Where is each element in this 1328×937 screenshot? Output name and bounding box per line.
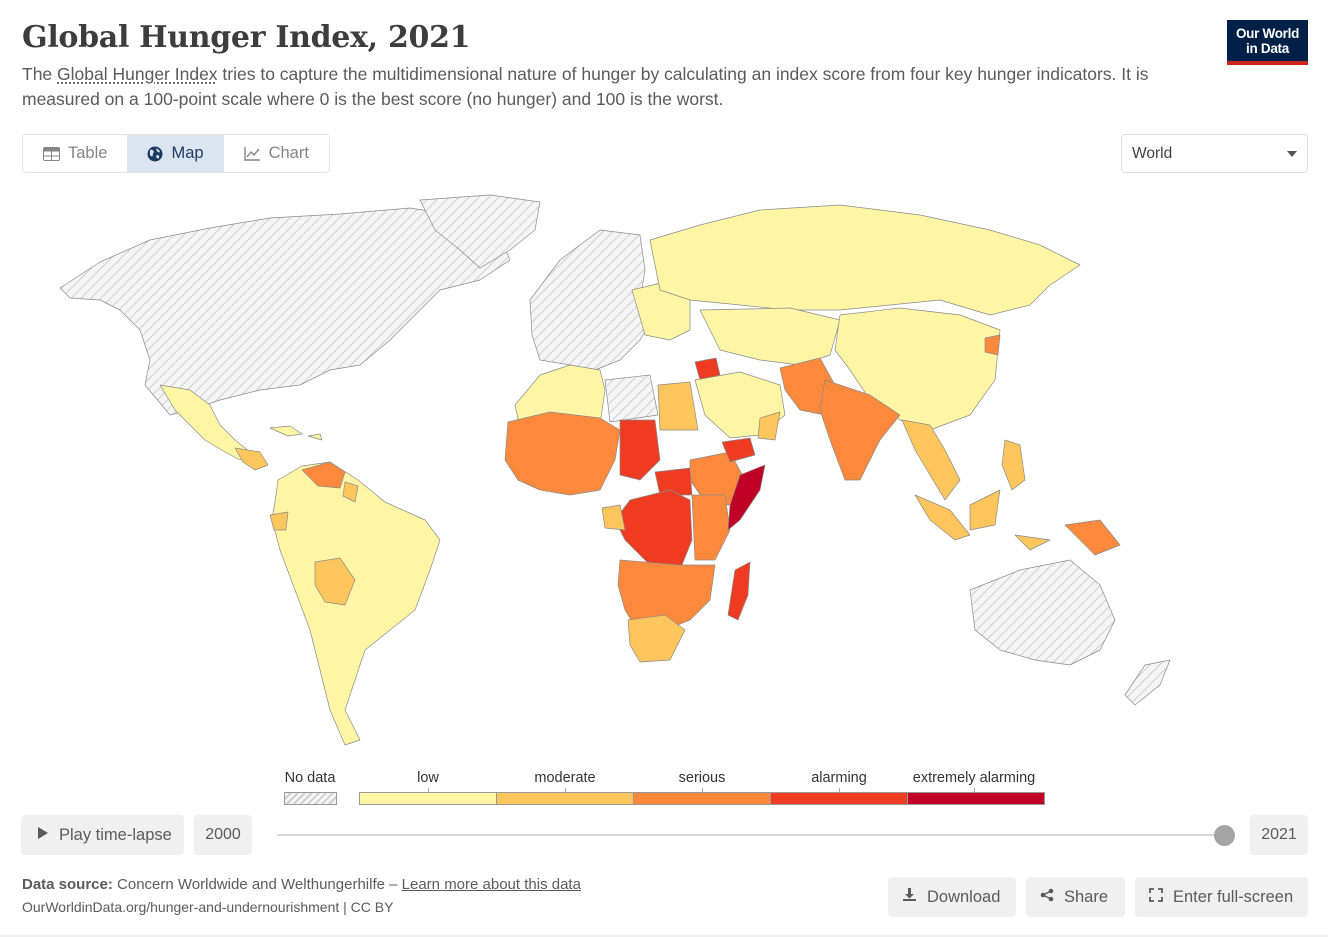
legend-swatch-alarming xyxy=(770,792,908,805)
share-icon xyxy=(1040,888,1054,907)
region-greenland[interactable] xyxy=(419,194,541,269)
region-central-asia[interactable] xyxy=(699,307,841,366)
page-title: Global Hunger Index, 2021 xyxy=(22,20,471,55)
region-indonesia[interactable] xyxy=(914,489,1051,551)
legend-label-serious: serious xyxy=(678,770,726,786)
subtitle-text-post: tries to capture the multidimensional na… xyxy=(22,64,1149,109)
region-south-sudan[interactable] xyxy=(654,467,693,496)
region-philippines[interactable] xyxy=(1001,439,1026,491)
legend-label-low: low xyxy=(417,770,439,786)
view-tabs: Table Map Chart xyxy=(22,134,330,173)
globe-icon xyxy=(147,146,163,162)
legend-tick-serious xyxy=(702,788,703,793)
region-libya-egypt[interactable] xyxy=(604,374,659,423)
tab-table[interactable]: Table xyxy=(23,135,127,172)
region-venezuela[interactable] xyxy=(301,461,346,489)
subtitle-text-pre: The xyxy=(22,64,58,84)
region-sudan[interactable] xyxy=(657,381,699,431)
logo-line-1: Our World xyxy=(1235,26,1300,41)
legend-no-data-swatch xyxy=(284,792,337,805)
region-south-america[interactable] xyxy=(271,461,441,746)
legend-tick-extremely-alarming xyxy=(974,788,975,793)
region-north-america[interactable] xyxy=(59,207,511,416)
page-subtitle: The Global Hunger Index tries to capture… xyxy=(22,62,1202,112)
region-somalia[interactable] xyxy=(727,464,766,531)
play-timelapse-button[interactable]: Play time-lapse xyxy=(21,815,184,855)
legend-label-moderate: moderate xyxy=(534,770,596,786)
page-url[interactable]: OurWorldinData.org/hunger-and-undernouri… xyxy=(22,899,394,915)
chevron-down-icon xyxy=(1287,150,1297,157)
map-legend: No data low moderate serious alarming ex… xyxy=(282,768,1062,808)
legend-swatch-moderate xyxy=(496,792,634,805)
region-west-africa[interactable] xyxy=(504,411,621,496)
world-map[interactable] xyxy=(40,190,1280,750)
region-russia[interactable] xyxy=(649,204,1081,316)
legend-swatch-low xyxy=(359,792,497,805)
expand-icon xyxy=(1149,887,1163,907)
region-madagascar[interactable] xyxy=(727,561,751,621)
region-southeast-asia[interactable] xyxy=(901,419,961,501)
legend-tick-moderate xyxy=(565,788,566,793)
entity-selector-value: World xyxy=(1132,144,1173,162)
legend-label-alarming: alarming xyxy=(811,770,867,786)
divider xyxy=(0,935,1328,937)
region-north-korea[interactable] xyxy=(984,334,1001,356)
region-syria[interactable] xyxy=(694,357,721,381)
play-timelapse-label: Play time-lapse xyxy=(59,825,172,844)
legend-no-data-label: No data xyxy=(284,770,336,786)
download-button[interactable]: Download xyxy=(888,877,1016,917)
data-source-text: Concern Worldwide and Welthungerhilfe – xyxy=(112,876,402,893)
region-gabon[interactable] xyxy=(601,504,626,531)
legend-swatch-serious xyxy=(633,792,771,805)
timeline-handle[interactable] xyxy=(1214,825,1235,846)
region-oman[interactable] xyxy=(757,411,781,441)
region-yemen[interactable] xyxy=(721,437,756,463)
owid-logo[interactable]: Our World in Data xyxy=(1227,20,1308,65)
legend-tick-low xyxy=(428,788,429,793)
tab-map-label: Map xyxy=(171,144,204,162)
region-ecuador[interactable] xyxy=(269,511,289,531)
share-label: Share xyxy=(1064,887,1109,906)
region-east-africa[interactable] xyxy=(691,494,731,561)
region-australia[interactable] xyxy=(969,559,1116,666)
region-drc[interactable] xyxy=(614,489,693,571)
region-caribbean[interactable] xyxy=(269,425,323,441)
region-new-zealand[interactable] xyxy=(1124,659,1171,706)
line-chart-icon xyxy=(243,146,261,161)
legend-label-extremely-alarming: extremely alarming xyxy=(912,770,1036,786)
play-icon xyxy=(37,826,49,845)
logo-line-2: in Data xyxy=(1246,41,1289,56)
data-source: Data source: Concern Worldwide and Welth… xyxy=(22,876,581,893)
region-europe[interactable] xyxy=(529,229,653,371)
region-bolivia[interactable] xyxy=(314,557,356,606)
tab-table-label: Table xyxy=(68,144,108,162)
region-south-africa[interactable] xyxy=(627,614,686,663)
entity-selector[interactable]: World xyxy=(1121,134,1308,173)
share-button[interactable]: Share xyxy=(1026,877,1125,917)
tab-map[interactable]: Map xyxy=(127,135,224,172)
timeline: Play time-lapse 2000 2021 xyxy=(21,815,1308,855)
timeline-end-year[interactable]: 2021 xyxy=(1250,815,1308,855)
learn-more-link[interactable]: Learn more about this data xyxy=(401,876,581,893)
timeline-start-year[interactable]: 2000 xyxy=(194,815,252,855)
region-papua-new-guinea[interactable] xyxy=(1064,519,1121,556)
ghi-definition-link[interactable]: Global Hunger Index xyxy=(57,64,218,84)
data-source-label: Data source: xyxy=(22,876,113,893)
region-chad[interactable] xyxy=(619,419,661,481)
download-icon xyxy=(902,887,917,907)
fullscreen-button[interactable]: Enter full-screen xyxy=(1135,877,1308,917)
tab-chart[interactable]: Chart xyxy=(224,135,329,172)
timeline-track[interactable] xyxy=(277,834,1225,836)
legend-swatch-extremely-alarming xyxy=(907,792,1045,805)
region-central-america[interactable] xyxy=(234,447,269,471)
fullscreen-label: Enter full-screen xyxy=(1173,887,1294,906)
region-india[interactable] xyxy=(819,379,901,481)
tab-chart-label: Chart xyxy=(268,144,309,162)
region-guyana[interactable] xyxy=(342,481,359,503)
legend-tick-alarming xyxy=(839,788,840,793)
table-icon xyxy=(43,146,60,161)
download-label: Download xyxy=(927,887,1001,906)
